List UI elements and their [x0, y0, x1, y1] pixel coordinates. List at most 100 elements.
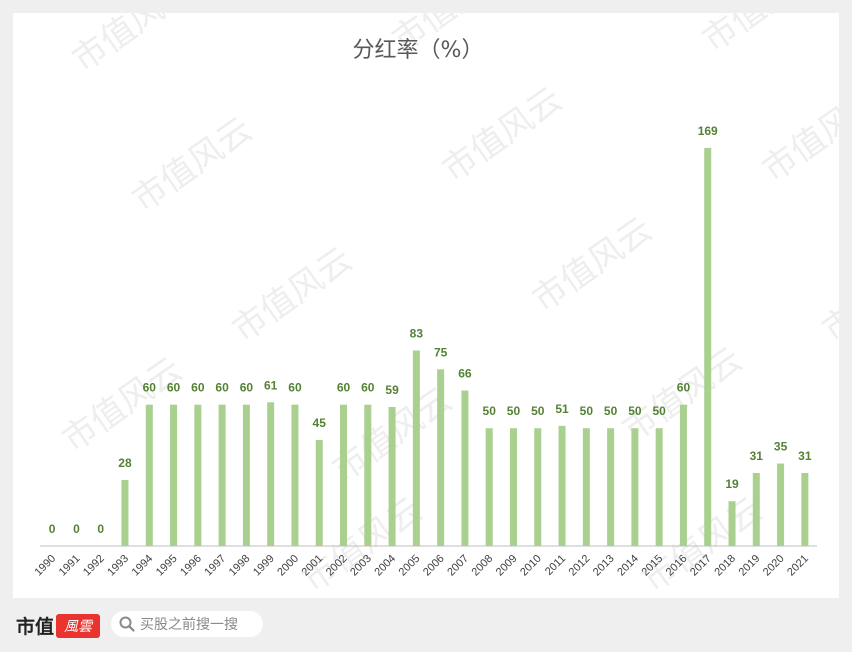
bar-2012 — [582, 428, 590, 546]
bar-2021 — [801, 472, 809, 546]
bar-2013 — [607, 428, 615, 546]
data-label-2004: 59 — [385, 383, 399, 397]
x-tick-label-2005: 2005 — [397, 553, 423, 579]
logo-text: 市值 — [16, 616, 55, 638]
x-tick-label-1998: 1998 — [227, 553, 253, 579]
watermark-text: 市值风云 — [435, 80, 569, 191]
x-tick-label-1991: 1991 — [57, 553, 83, 579]
bar-2016 — [679, 404, 687, 546]
data-label-2001: 45 — [313, 416, 327, 430]
x-tick-label-1992: 1992 — [81, 553, 107, 579]
bar-1993 — [121, 480, 129, 546]
data-label-2008: 50 — [483, 404, 497, 418]
data-label-1992: 0 — [97, 522, 104, 536]
x-tick-label-2011: 2011 — [543, 553, 568, 578]
data-label-1991: 0 — [73, 522, 80, 536]
x-tick-label-2013: 2013 — [591, 553, 617, 579]
data-label-2016: 60 — [677, 381, 691, 395]
data-label-1999: 61 — [264, 378, 278, 392]
data-label-2007: 66 — [458, 367, 472, 381]
x-tick-label-1993: 1993 — [105, 553, 131, 579]
x-tick-label-2021: 2021 — [785, 553, 811, 579]
bar-1996 — [194, 404, 202, 546]
bar-2018 — [728, 501, 736, 546]
bar-2015 — [655, 428, 663, 546]
x-tick-label-2006: 2006 — [421, 553, 447, 579]
bar-2009 — [509, 428, 517, 546]
data-label-1995: 60 — [167, 381, 181, 395]
data-label-2010: 50 — [531, 404, 545, 418]
bar-2020 — [777, 463, 785, 546]
search-placeholder: 买股之前搜一搜 — [140, 617, 238, 633]
x-tick-label-2020: 2020 — [761, 553, 787, 579]
bar-2004 — [388, 407, 396, 546]
watermark-text: 市值风云 — [125, 110, 259, 221]
data-label-2020: 35 — [774, 440, 788, 454]
data-label-1990: 0 — [49, 522, 56, 536]
bar-2017 — [704, 147, 712, 546]
data-label-2000: 60 — [288, 381, 302, 395]
data-label-1996: 60 — [191, 381, 205, 395]
watermark-text: 市值风云 — [815, 240, 839, 351]
data-label-2005: 83 — [410, 326, 424, 340]
data-label-2017: 169 — [698, 124, 718, 138]
x-tick-label-1990: 1990 — [32, 553, 58, 579]
bar-1997 — [218, 404, 226, 546]
bar-2000 — [291, 404, 299, 546]
x-tick-label-1995: 1995 — [154, 553, 180, 579]
data-label-2014: 50 — [628, 404, 642, 418]
data-label-1997: 60 — [215, 381, 229, 395]
watermark-text: 市值风云 — [225, 240, 359, 351]
bar-1995 — [170, 404, 178, 546]
chart-card: 市值风云 市值风云 市值风云 市值风云 市值风云 市值风云 市值风云 市值风云 市值风云 市值风云… — [13, 13, 839, 598]
data-label-2013: 50 — [604, 404, 618, 418]
bar-1999 — [267, 402, 275, 546]
watermark-text: 市值风云 — [55, 350, 189, 461]
bar-2005 — [412, 350, 420, 546]
data-label-1998: 60 — [240, 381, 254, 395]
chart-title: 分红率（%） — [353, 38, 484, 63]
data-label-2021: 31 — [798, 449, 812, 463]
data-label-2002: 60 — [337, 381, 351, 395]
bar-2006 — [437, 369, 445, 546]
x-tick-label-2009: 2009 — [494, 553, 520, 579]
watermark-text: 市值风云 — [755, 80, 839, 191]
data-label-2015: 50 — [652, 404, 666, 418]
watermark-text: 市值风云 — [695, 13, 829, 60]
search-box[interactable]: 买股之前搜一搜 — [111, 611, 263, 637]
bars-layer — [121, 147, 809, 546]
data-label-2006: 75 — [434, 345, 448, 359]
data-label-2018: 19 — [725, 477, 739, 491]
data-labels-layer: 0 0 0 28 60 60 60 60 60 61 60 45 60 60 59 83 75 66 50 50 50 5… — [49, 124, 812, 536]
watermark-text: 市值风云 — [635, 490, 769, 598]
x-tick-label-1994: 1994 — [130, 553, 156, 579]
data-label-1993: 28 — [118, 456, 132, 470]
bar-2007 — [461, 390, 469, 546]
data-label-1994: 60 — [143, 381, 157, 395]
bar-2008 — [485, 428, 493, 546]
x-tick-label-2007: 2007 — [445, 553, 471, 579]
bar-2002 — [340, 404, 348, 546]
x-tick-label-2010: 2010 — [518, 553, 544, 579]
data-label-2003: 60 — [361, 381, 375, 395]
bar-2003 — [364, 404, 372, 546]
footer-bar: 市值 風雲 买股之前搜一搜 — [0, 598, 852, 652]
x-tick-label-2012: 2012 — [567, 553, 593, 579]
data-label-2009: 50 — [507, 404, 521, 418]
watermark-text: 市值风云 — [525, 210, 659, 321]
data-label-2012: 50 — [580, 404, 594, 418]
x-tick-label-1997: 1997 — [202, 553, 228, 579]
bar-2001 — [315, 440, 323, 546]
watermark-text: 市值风云 — [295, 490, 429, 598]
bar-2010 — [534, 428, 542, 546]
logo-seal: 風雲 — [56, 613, 101, 638]
x-tick-label-1999: 1999 — [251, 553, 277, 579]
bar-2019 — [752, 472, 760, 546]
bar-1994 — [145, 404, 153, 546]
x-tick-label-2019: 2019 — [737, 553, 763, 579]
data-label-2019: 31 — [750, 449, 764, 463]
x-tick-label-2008: 2008 — [470, 553, 496, 579]
brand-logo[interactable]: 市值 風雲 — [16, 612, 101, 639]
watermark-text: 市值风云 — [65, 13, 199, 80]
